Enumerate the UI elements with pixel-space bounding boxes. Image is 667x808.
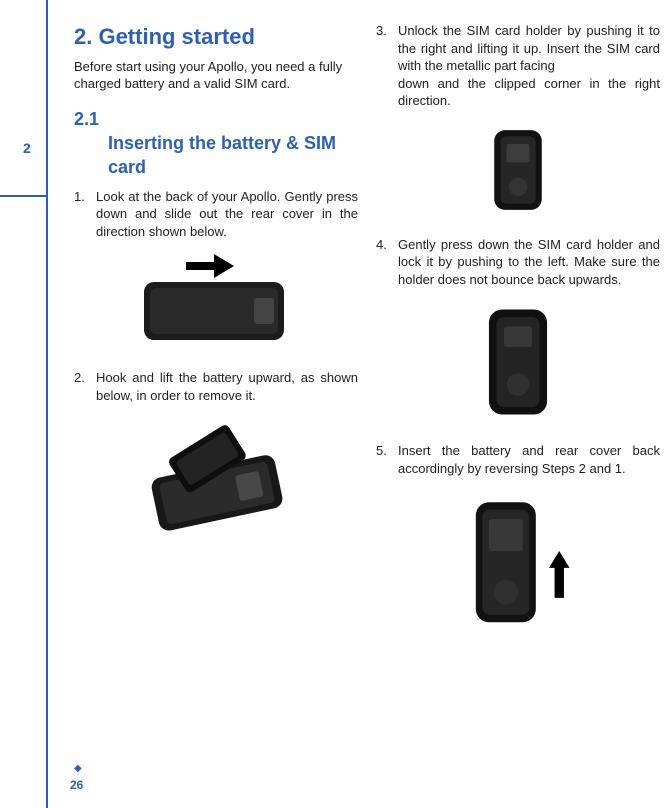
section-number: 2.1 [74, 109, 99, 129]
figure-5 [376, 491, 660, 641]
steps-right: 3. Unlock the SIM card holder by pushing… [376, 22, 660, 110]
left-column: 2. Getting started Before start using yo… [74, 22, 370, 762]
step-1: 1. Look at the back of your Apollo. Gent… [74, 188, 358, 241]
page-content: 2. Getting started Before start using yo… [74, 22, 662, 762]
step-number: 3. [376, 22, 398, 110]
section-name: Inserting the battery & SIM card [108, 131, 358, 180]
step-number: 1. [74, 188, 96, 241]
page-ornament-icon: ◆ [74, 763, 82, 774]
page-number: 26 [70, 778, 83, 792]
step-text: Unlock the SIM card holder by pushing it… [398, 22, 660, 110]
step-text: Insert the battery and rear cover back a… [398, 442, 660, 477]
steps-right-4: 4. Gently press down the SIM card holder… [376, 236, 660, 289]
step-number: 4. [376, 236, 398, 289]
steps-left-2: 2. Hook and lift the battery upward, as … [74, 369, 358, 404]
step-3-line2: down and the clipped corner in the right… [398, 76, 660, 109]
intro-paragraph: Before start using your Apollo, you need… [74, 58, 358, 93]
left-margin-divider [0, 195, 46, 197]
step-number: 5. [376, 442, 398, 477]
step-text: Hook and lift the battery upward, as sho… [96, 369, 358, 404]
steps-left: 1. Look at the back of your Apollo. Gent… [74, 188, 358, 241]
step-3: 3. Unlock the SIM card holder by pushing… [376, 22, 660, 110]
step-5: 5. Insert the battery and rear cover bac… [376, 442, 660, 477]
section-title: 2.1 Inserting the battery & SIM card [74, 107, 358, 180]
figure-3 [376, 124, 660, 216]
step-4: 4. Gently press down the SIM card holder… [376, 236, 660, 289]
step-text: Look at the back of your Apollo. Gently … [96, 188, 358, 241]
steps-right-5: 5. Insert the battery and rear cover bac… [376, 442, 660, 477]
chapter-title: 2. Getting started [74, 22, 358, 52]
step-text: Gently press down the SIM card holder an… [398, 236, 660, 289]
figure-4 [376, 302, 660, 422]
right-column: 3. Unlock the SIM card holder by pushing… [370, 22, 662, 762]
step-2: 2. Hook and lift the battery upward, as … [74, 369, 358, 404]
step-3-line1: Unlock the SIM card holder by pushing it… [398, 23, 660, 73]
chapter-tab-marker: 2 [23, 140, 37, 170]
step-number: 2. [74, 369, 96, 404]
figure-1 [74, 254, 358, 349]
left-margin-rule [46, 0, 48, 808]
figure-2 [74, 418, 358, 538]
